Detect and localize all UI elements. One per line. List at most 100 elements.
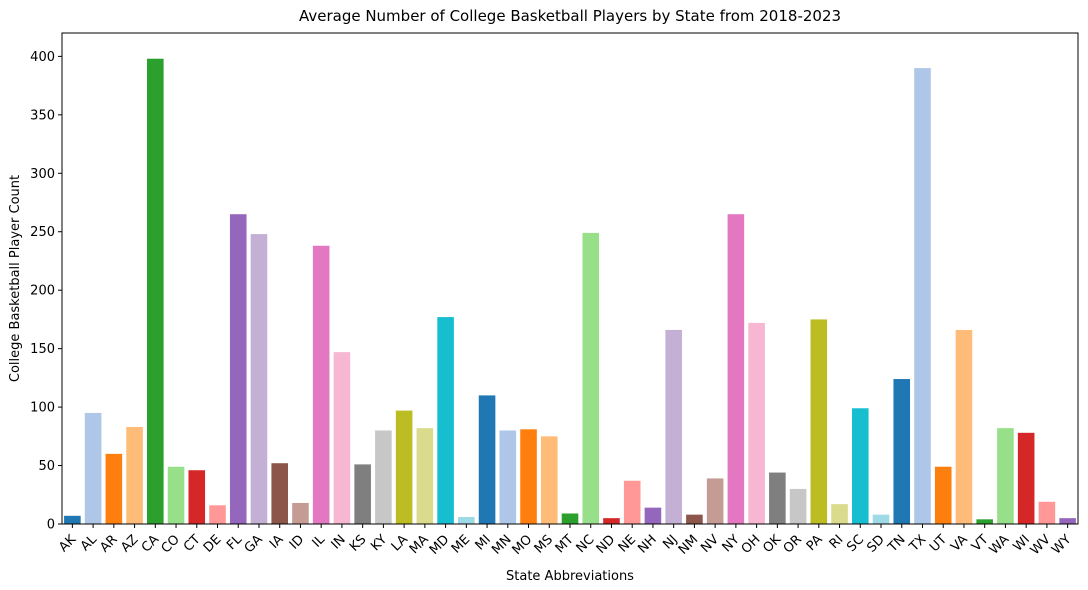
x-tick-label-tx: TX xyxy=(906,532,929,555)
x-tick-label-ak: AK xyxy=(56,532,79,555)
bar-ky xyxy=(375,430,392,524)
y-tick-label-200: 200 xyxy=(30,284,55,299)
x-tick-label-me: ME xyxy=(449,532,473,556)
bar-al xyxy=(84,412,102,524)
x-tick-label-in: IN xyxy=(329,532,349,552)
bar-ms xyxy=(540,436,558,524)
bar-nc xyxy=(582,232,600,524)
bar-ne xyxy=(623,480,641,524)
x-tick-label-id: ID xyxy=(287,532,307,552)
x-tick-label-ia: IA xyxy=(267,532,287,552)
bar-in xyxy=(333,352,351,524)
x-tick-label-nv: NV xyxy=(698,532,722,556)
y-tick-label-250: 250 xyxy=(30,225,55,240)
x-axis-label: State Abbreviations xyxy=(506,569,634,584)
bar-mo xyxy=(520,429,537,524)
x-tick-label-co: CO xyxy=(159,532,183,556)
bar-va xyxy=(955,329,973,524)
bar-pa xyxy=(810,319,828,524)
x-tick-label-ms: MS xyxy=(532,532,556,556)
x-tick-label-pa: PA xyxy=(804,532,826,554)
x-tick-label-la: LA xyxy=(389,532,411,554)
bar-nd xyxy=(603,518,620,524)
x-tick-label-wy: WY xyxy=(1049,532,1074,557)
bar-sc xyxy=(851,408,869,524)
x-tick-label-ct: CT xyxy=(181,532,204,555)
bar-la xyxy=(395,410,413,524)
bar-mt xyxy=(561,513,579,524)
bar-tx xyxy=(914,68,931,525)
x-tick-label-ut: UT xyxy=(927,532,950,555)
bar-nv xyxy=(706,478,724,524)
y-tick-label-300: 300 xyxy=(30,167,55,182)
x-tick-label-mi: MI xyxy=(473,532,494,553)
bar-wy xyxy=(1059,518,1076,524)
x-tick-label-ar: AR xyxy=(97,532,120,555)
bar-vt xyxy=(976,519,993,524)
x-tick-label-ri: RI xyxy=(827,532,847,552)
bar-ok xyxy=(769,472,786,524)
x-tick-label-mt: MT xyxy=(553,532,577,556)
bar-fl xyxy=(229,214,247,524)
x-tick-label-ny: NY xyxy=(720,532,743,555)
y-tick-label-50: 50 xyxy=(38,459,55,474)
bar-co xyxy=(167,466,185,524)
bar-ak xyxy=(64,515,81,524)
bar-me xyxy=(458,516,475,524)
x-tick-label-sd: SD xyxy=(864,532,888,556)
x-tick-label-nc: NC xyxy=(574,532,598,556)
x-tick-label-nd: ND xyxy=(594,532,619,557)
x-tick-label-ky: KY xyxy=(368,532,390,554)
bar-nj xyxy=(665,329,682,524)
x-tick-label-ma: MA xyxy=(407,532,432,557)
y-axis-label: College Basketball Player Count xyxy=(8,175,23,382)
y-tick-label-150: 150 xyxy=(30,342,55,357)
bar-il xyxy=(312,245,330,524)
bar-ks xyxy=(354,464,371,524)
x-tick-label-wi: WI xyxy=(1011,532,1033,554)
bar-ut xyxy=(934,466,952,524)
bar-mi xyxy=(478,395,496,524)
y-tick-label-400: 400 xyxy=(30,50,55,65)
bar-wi xyxy=(1017,432,1035,524)
bar-ny xyxy=(727,214,745,524)
x-tick-label-az: AZ xyxy=(118,532,141,555)
x-tick-label-nh: NH xyxy=(635,532,659,556)
x-tick-label-il: IL xyxy=(310,532,329,551)
bar-ia xyxy=(271,463,289,524)
x-tick-label-ga: GA xyxy=(242,532,266,556)
bar-de xyxy=(209,505,226,524)
bar-ar xyxy=(105,453,123,524)
y-tick-label-350: 350 xyxy=(30,108,55,123)
y-tick-label-100: 100 xyxy=(30,401,55,416)
x-tick-label-oh: OH xyxy=(739,532,764,557)
x-tick-label-ca: CA xyxy=(139,532,162,555)
y-axis: 0 50 100 150 200 250 300 350 400 xyxy=(30,50,62,533)
bar-nh xyxy=(644,507,662,524)
chart-title: Average Number of College Basketball Pla… xyxy=(299,7,841,25)
bar-wv xyxy=(1038,501,1056,524)
x-tick-label-vt: VT xyxy=(969,532,992,555)
x-tick-label-va: VA xyxy=(948,532,971,555)
bar-wa xyxy=(997,428,1014,524)
y-tick-label-0: 0 xyxy=(47,518,55,533)
plot-frame xyxy=(61,32,1079,525)
x-tick-label-ne: NE xyxy=(616,532,639,555)
bar-md xyxy=(437,317,454,524)
bar-ga xyxy=(250,234,268,525)
x-tick-label-tn: TN xyxy=(885,532,909,556)
x-tick-label-sc: SC xyxy=(844,532,867,555)
x-tick-label-ks: KS xyxy=(347,532,369,554)
bar-nm xyxy=(686,514,703,524)
x-tick-label-fl: FL xyxy=(224,532,246,554)
x-tick-label-or: OR xyxy=(781,532,805,556)
bar-az xyxy=(126,426,143,524)
bar-oh xyxy=(748,322,765,524)
bar-ma xyxy=(416,428,434,524)
bar-ca xyxy=(147,58,164,524)
x-tick-label-wa: WA xyxy=(987,532,1013,558)
x-tick-label-ok: OK xyxy=(760,532,784,556)
